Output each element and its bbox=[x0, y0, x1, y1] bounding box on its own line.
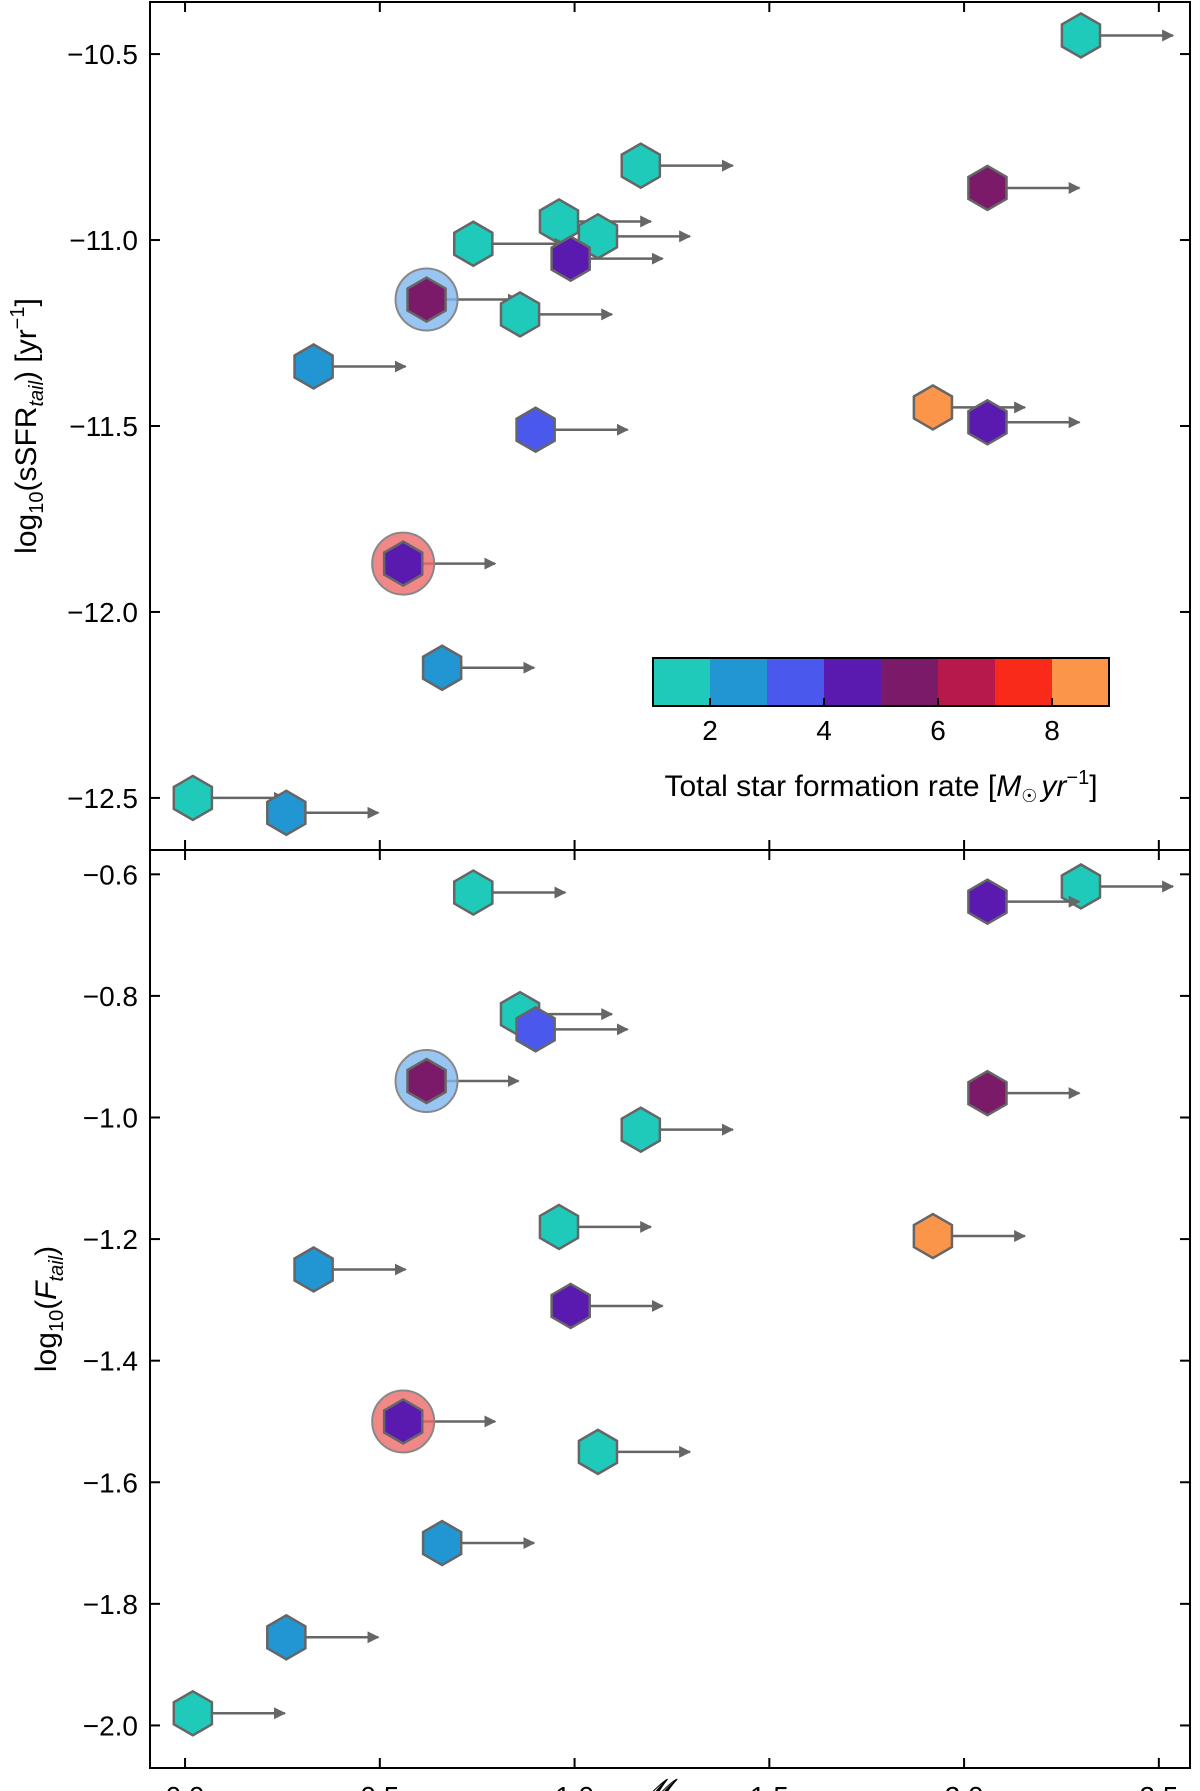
panel-bottom: −2.0 −1.8 −1.6 −1.4 −1.2 −1.0 −0.8 −0.6 0.0 0.5 1.… bbox=[30, 849, 1191, 1791]
data-point bbox=[452, 220, 494, 268]
data-point bbox=[620, 1106, 662, 1154]
data-point bbox=[550, 235, 591, 283]
colorbar-segment bbox=[653, 658, 710, 706]
colorbar-segment bbox=[1052, 658, 1109, 706]
xlabel: 𝓜 bbox=[636, 1774, 679, 1791]
data-point bbox=[577, 1428, 619, 1476]
ytick-label: −12.5 bbox=[67, 783, 138, 814]
ytick-label: −1.6 bbox=[83, 1467, 138, 1498]
data-point bbox=[499, 290, 541, 338]
plot-frame-top bbox=[149, 1, 1191, 851]
xtick-label: 1.0 bbox=[555, 1781, 594, 1791]
xtick-label: 1.5 bbox=[750, 1781, 789, 1791]
ytick-label: −1.0 bbox=[83, 1102, 138, 1133]
colorbar-tick-label: 4 bbox=[816, 715, 832, 746]
ytick-label: −1.8 bbox=[83, 1589, 138, 1620]
data-point bbox=[382, 540, 424, 588]
ytick-label: −2.0 bbox=[83, 1710, 138, 1741]
data-point bbox=[293, 343, 334, 390]
colorbar-tick-label: 2 bbox=[702, 715, 718, 746]
data-point bbox=[266, 1613, 307, 1661]
data-point bbox=[967, 398, 1008, 446]
panel-top: −12.5 −12.0 −11.5 −11.0 −10.5 log10(sSFRtail)… bbox=[7, 1, 1191, 851]
data-point bbox=[515, 1005, 556, 1053]
colorbar-segment bbox=[710, 658, 767, 706]
data-point bbox=[172, 1689, 214, 1737]
ytick-label: −11.5 bbox=[69, 411, 138, 442]
data-point bbox=[382, 1398, 424, 1445]
xtick-label: 2.5 bbox=[1139, 1781, 1178, 1791]
data-point bbox=[406, 276, 447, 323]
data-point bbox=[421, 644, 463, 692]
data-point bbox=[538, 1203, 580, 1251]
ytick-label: −1.2 bbox=[83, 1224, 138, 1255]
data-point bbox=[912, 1212, 954, 1260]
xtick-label: 2.0 bbox=[945, 1781, 984, 1791]
colorbar-tick-label: 6 bbox=[930, 715, 946, 746]
colorbar-segment bbox=[767, 658, 824, 706]
data-point bbox=[912, 383, 954, 431]
plot-frame-bottom bbox=[149, 849, 1191, 1769]
ytick-label: −11.0 bbox=[69, 225, 138, 256]
ylabel-top: log10(sSFRtail) [yr−1] bbox=[7, 298, 48, 554]
colorbar-frame bbox=[652, 657, 1110, 707]
data-point bbox=[452, 869, 494, 917]
colorbar-tick-label: 8 bbox=[1044, 715, 1060, 746]
xtick-label: 0.0 bbox=[166, 1781, 205, 1791]
data-point bbox=[967, 878, 1008, 926]
data-point bbox=[172, 774, 214, 822]
ytick-label: −0.8 bbox=[83, 981, 138, 1012]
data-point bbox=[515, 406, 556, 454]
data-point bbox=[266, 789, 307, 837]
ytick-label: −1.4 bbox=[83, 1346, 138, 1377]
ytick-label: −0.6 bbox=[83, 859, 138, 890]
ytick-label: −10.5 bbox=[67, 39, 138, 70]
points-bottom bbox=[172, 863, 1175, 1737]
colorbar-segment bbox=[824, 658, 881, 706]
data-point bbox=[967, 164, 1008, 212]
data-point bbox=[1060, 12, 1102, 59]
xtick-label: 0.5 bbox=[360, 1781, 399, 1791]
colorbar-title: Total star formation rate [M☉ yr−1] bbox=[664, 767, 1097, 806]
data-point bbox=[967, 1069, 1008, 1117]
colorbar-segment bbox=[995, 658, 1052, 706]
data-point bbox=[620, 142, 662, 190]
data-point bbox=[550, 1282, 591, 1330]
ytick-label: −12.0 bbox=[67, 597, 138, 628]
colorbar: 2 4 6 8 Total star formation rate [M☉ yr−1] bbox=[652, 657, 1110, 806]
colorbar-segment bbox=[938, 658, 995, 706]
colorbar-segment bbox=[881, 658, 938, 706]
data-point bbox=[406, 1057, 447, 1105]
data-point bbox=[421, 1519, 463, 1567]
points-top bbox=[172, 12, 1175, 837]
ylabel-bottom: log10(Ftail) bbox=[30, 1246, 68, 1372]
data-point bbox=[293, 1246, 334, 1293]
